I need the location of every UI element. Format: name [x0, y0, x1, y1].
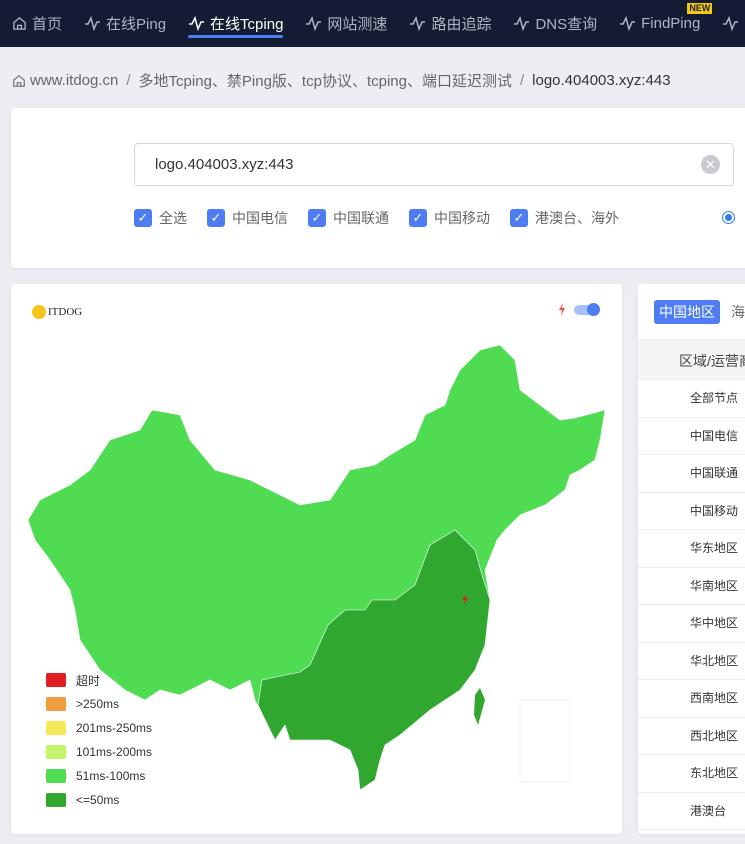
table-header: 区域/运营商 [638, 339, 745, 380]
tab-overseas[interactable]: 海外 [731, 304, 745, 320]
pulse-icon [620, 16, 636, 31]
pulse-icon [189, 16, 205, 31]
checkbox-mobile[interactable]: ✓ 中国移动 [409, 208, 490, 228]
table-row[interactable]: 华北地区 [638, 643, 745, 680]
checkbox-overseas[interactable]: ✓ 港澳台、海外 [510, 208, 619, 228]
check-icon: ✓ [510, 209, 528, 227]
region-under-50ms [257, 529, 491, 791]
new-badge: NEW [687, 3, 713, 14]
table-row[interactable]: 全部节点 [638, 380, 745, 418]
nav-home[interactable]: 首页 [12, 0, 62, 47]
check-icon: ✓ [207, 209, 225, 227]
region-tabs: 中国地区 海外 [654, 300, 745, 324]
itdog-logo: ITDOG [32, 305, 82, 319]
tab-china[interactable]: 中国地区 [654, 300, 720, 324]
table-row[interactable]: 中国联通 [638, 455, 745, 493]
breadcrumb-current: logo.404003.xyz:443 [532, 72, 671, 89]
check-icon: ✓ [409, 209, 427, 227]
legend-item[interactable]: 201ms-250ms [46, 716, 152, 740]
table-row[interactable]: 华东地区 [638, 530, 745, 568]
breadcrumb: www.itdog.cn / 多地Tcping、禁Ping版、tcp协议、tcpi… [12, 70, 671, 91]
check-icon: ✓ [308, 209, 326, 227]
home-icon [13, 74, 25, 87]
animation-toggle[interactable] [574, 303, 600, 316]
table-row[interactable]: 中国移动 [638, 493, 745, 530]
clear-icon[interactable]: ✕ [701, 155, 720, 174]
lightning-icon [559, 303, 565, 316]
legend-item[interactable]: 101ms-200ms [46, 740, 152, 764]
region-taiwan [474, 688, 485, 725]
radio-option[interactable] [722, 211, 735, 224]
table-row[interactable]: 西北地区 [638, 718, 745, 755]
isp-checkboxes: ✓ 全选 ✓ 中国电信 ✓ 中国联通 ✓ 中国移动 ✓ 港澳台、海外 [134, 208, 639, 228]
table-row[interactable]: 中国电信 [638, 418, 745, 455]
legend-item[interactable]: 51ms-100ms [46, 764, 152, 788]
pulse-icon [723, 16, 739, 31]
legend-item[interactable]: <=50ms [46, 788, 152, 812]
pulse-icon [410, 16, 426, 31]
south-china-sea-inset [519, 699, 571, 783]
form-card [11, 108, 745, 268]
nav-speedtest[interactable]: 网站测速 [305, 0, 387, 47]
pulse-icon [85, 16, 101, 31]
breadcrumb-home[interactable]: www.itdog.cn [30, 72, 119, 89]
nav-ping[interactable]: 在线Ping [84, 0, 166, 47]
latency-legend: 超时 >250ms 201ms-250ms 101ms-200ms 51ms-1… [46, 668, 152, 812]
nav-findping[interactable]: FindPing NEW [619, 0, 713, 47]
check-icon: ✓ [134, 209, 152, 227]
table-row[interactable]: 东北地区 [638, 755, 745, 793]
nav-traceroute[interactable]: 路由追踪 [409, 0, 491, 47]
origin-lightning-icon [462, 594, 468, 605]
legend-item[interactable]: 超时 [46, 668, 152, 692]
table-row[interactable]: 华中地区 [638, 605, 745, 643]
nav-dns[interactable]: DNS查询 [513, 0, 597, 47]
legend-item[interactable]: >250ms [46, 692, 152, 716]
pulse-icon [306, 16, 322, 31]
target-input[interactable]: logo.404003.xyz:443 [134, 143, 734, 186]
top-nav: 首页 在线Ping 在线Tcping 网站测速 路由追踪 DNS查询 FindP… [0, 0, 745, 47]
checkbox-telecom[interactable]: ✓ 中国电信 [207, 208, 288, 228]
home-icon [13, 17, 26, 30]
nav-tcping[interactable]: 在线Tcping [188, 0, 284, 47]
breadcrumb-section[interactable]: 多地Tcping、禁Ping版、tcp协议、tcping、端口延迟测试 [138, 73, 512, 90]
checkbox-all[interactable]: ✓ 全选 [134, 208, 187, 228]
checkbox-unicom[interactable]: ✓ 中国联通 [308, 208, 389, 228]
table-row[interactable]: 港澳台 [638, 793, 745, 830]
pulse-icon [514, 16, 530, 31]
table-row[interactable]: 西南地区 [638, 680, 745, 718]
table-row[interactable]: 华南地区 [638, 568, 745, 605]
